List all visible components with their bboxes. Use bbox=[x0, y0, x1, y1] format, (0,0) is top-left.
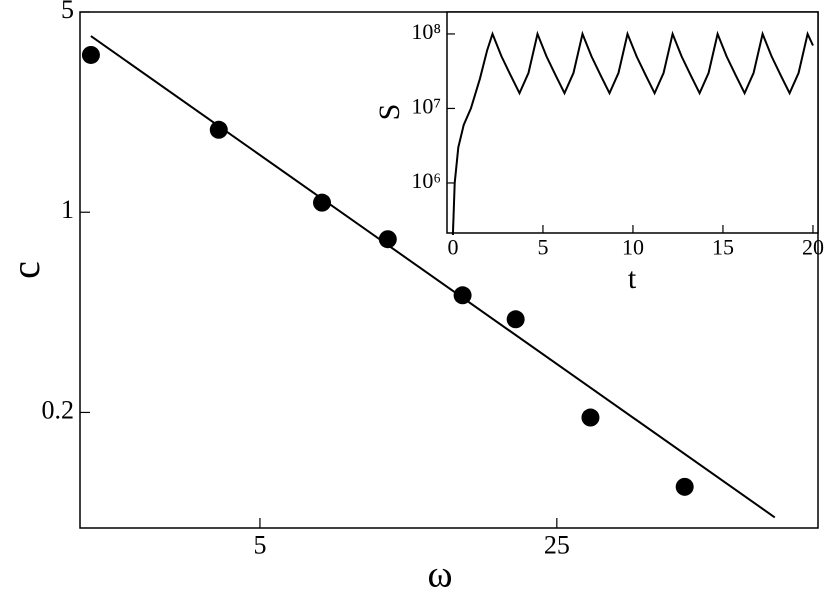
data-line bbox=[90, 35, 776, 519]
x-tick-label: 25 bbox=[544, 530, 570, 559]
data-point bbox=[675, 477, 694, 496]
y-tick-label: 10⁷ bbox=[411, 93, 441, 118]
data-line bbox=[451, 30, 814, 236]
x-axis-label: ω bbox=[427, 554, 452, 593]
y-tick-label: 5 bbox=[61, 0, 74, 24]
y-axis-label: c bbox=[3, 261, 48, 279]
data-point bbox=[209, 120, 228, 139]
y-tick-label: 0.2 bbox=[42, 395, 75, 424]
x-tick-label: 0 bbox=[447, 235, 458, 260]
x-tick-label: 10 bbox=[622, 235, 644, 260]
data-point bbox=[313, 193, 332, 212]
data-point bbox=[81, 45, 100, 64]
data-point bbox=[506, 310, 525, 329]
x-tick-label: 20 bbox=[802, 235, 824, 260]
data-point bbox=[378, 230, 397, 249]
x-tick-label: 15 bbox=[712, 235, 734, 260]
y-tick-label: 1 bbox=[61, 195, 74, 224]
y-tick-label: 10⁸ bbox=[411, 19, 441, 44]
x-tick-label: 5 bbox=[537, 235, 548, 260]
x-tick-label: 5 bbox=[253, 530, 266, 559]
data-point bbox=[581, 408, 600, 427]
x-axis-label: t bbox=[628, 262, 637, 295]
inset-plot: 0 5 10 15 20 10⁶ 10⁷ 10⁸ t S bbox=[373, 19, 824, 295]
y-axis-label: S bbox=[373, 104, 406, 121]
y-tick-label: 10⁶ bbox=[411, 168, 441, 193]
